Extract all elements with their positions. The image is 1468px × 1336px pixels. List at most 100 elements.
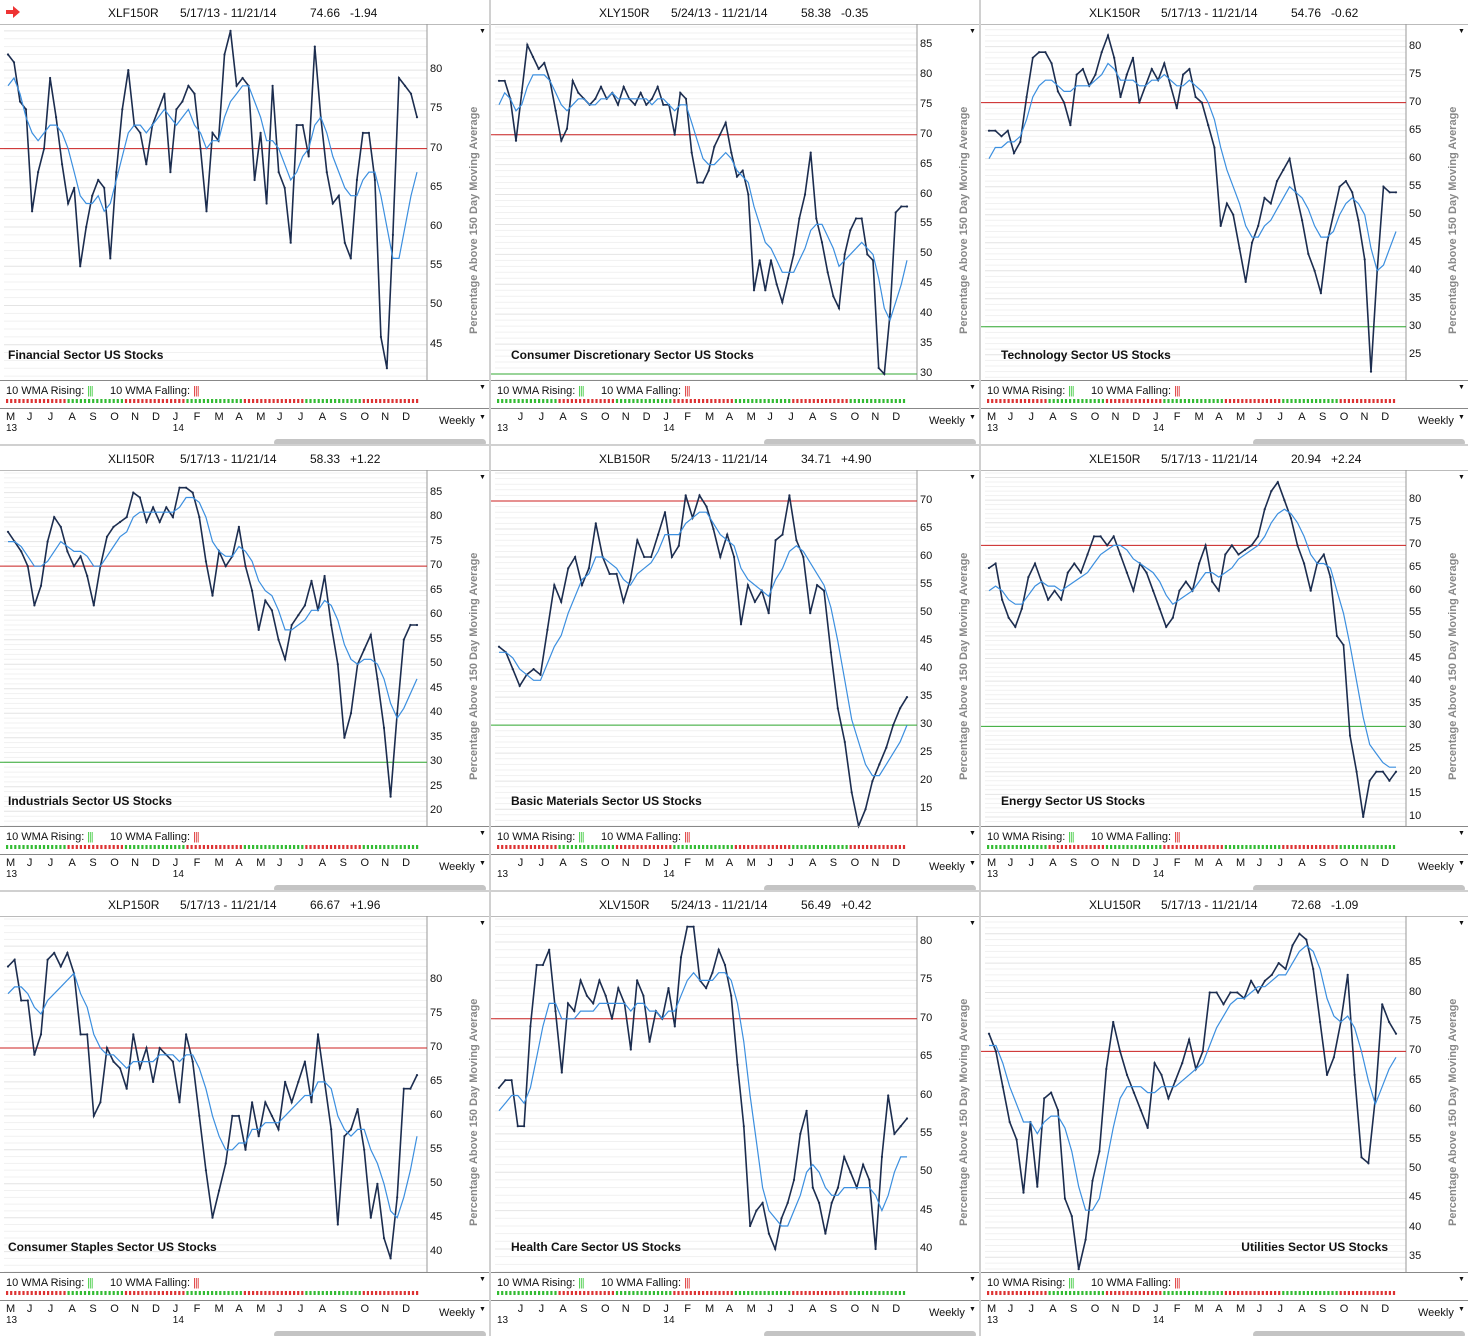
- data-point: [67, 202, 70, 205]
- wma-dot: [358, 845, 361, 849]
- month-tick-label: J: [47, 857, 54, 869]
- period-select[interactable]: Weekly: [439, 861, 475, 873]
- horizontal-scrollbar[interactable]: [1253, 439, 1465, 444]
- data-point: [46, 540, 49, 543]
- wma-dot: [1011, 845, 1014, 849]
- data-point: [786, 277, 790, 280]
- horizontal-scrollbar[interactable]: [1253, 885, 1465, 890]
- horizontal-scrollbar[interactable]: [274, 885, 486, 890]
- chevron-down-icon[interactable]: ▼: [479, 474, 486, 481]
- period-select[interactable]: Weekly: [1418, 861, 1454, 873]
- data-point: [1044, 51, 1047, 54]
- chevron-down-icon[interactable]: ▼: [479, 1276, 486, 1283]
- period-select[interactable]: Weekly: [929, 1307, 965, 1319]
- chevron-down-icon[interactable]: ▼: [1458, 28, 1465, 35]
- wma-dot: [882, 845, 885, 849]
- period-select[interactable]: Weekly: [439, 415, 475, 427]
- chevron-down-icon[interactable]: ▼: [479, 28, 486, 35]
- horizontal-scrollbar[interactable]: [274, 439, 486, 444]
- chevron-down-icon[interactable]: ▼: [479, 860, 486, 867]
- wma-dot: [88, 1291, 91, 1295]
- wma-dot: [1265, 845, 1268, 849]
- horizontal-scrollbar[interactable]: [764, 1331, 976, 1336]
- wma-dot: [521, 1291, 524, 1295]
- chevron-down-icon[interactable]: ▼: [969, 28, 976, 35]
- wma-dot: [1224, 399, 1227, 403]
- data-point: [363, 1148, 366, 1151]
- chevron-down-icon[interactable]: ▼: [1458, 920, 1465, 927]
- data-point: [290, 623, 293, 627]
- chevron-down-icon[interactable]: ▼: [969, 830, 976, 837]
- wma-dot: [1089, 845, 1092, 849]
- data-point: [820, 241, 824, 244]
- wma-dot: [305, 399, 308, 403]
- wma-dot: [100, 845, 103, 849]
- y-tick-label: 60: [430, 220, 443, 233]
- wma-dot: [991, 1291, 994, 1295]
- wma-dot: [1114, 845, 1117, 849]
- wma-dot: [624, 845, 627, 849]
- period-select[interactable]: Weekly: [439, 1307, 475, 1319]
- wma-dot: [104, 399, 107, 403]
- data-point: [1369, 370, 1373, 373]
- y-tick-label: 65: [1409, 1073, 1422, 1086]
- chevron-down-icon[interactable]: ▼: [969, 414, 976, 421]
- month-tick-label: N: [1111, 857, 1120, 869]
- y-tick-label: 45: [1409, 235, 1422, 248]
- chevron-down-icon[interactable]: ▼: [1458, 1276, 1465, 1283]
- horizontal-scrollbar[interactable]: [1253, 1331, 1465, 1336]
- wma-dot: [83, 845, 87, 849]
- wma-dot: [301, 399, 304, 403]
- y-tick-label: 20: [430, 804, 443, 817]
- period-select[interactable]: Weekly: [929, 861, 965, 873]
- header-change: -0.35: [841, 6, 869, 20]
- chevron-down-icon[interactable]: ▼: [1458, 860, 1465, 867]
- wma-dot: [730, 399, 733, 403]
- chevron-down-icon[interactable]: ▼: [479, 830, 486, 837]
- month-tick-label: J: [517, 1303, 524, 1315]
- chevron-down-icon[interactable]: ▼: [1458, 1306, 1465, 1313]
- chevron-down-icon[interactable]: ▼: [479, 414, 486, 421]
- data-point: [115, 171, 118, 174]
- chevron-down-icon[interactable]: ▼: [1458, 830, 1465, 837]
- wma-dot: [615, 399, 619, 403]
- wma-dot: [665, 399, 668, 403]
- wma-dot: [697, 399, 701, 403]
- chevron-down-icon[interactable]: ▼: [969, 384, 976, 391]
- horizontal-scrollbar[interactable]: [764, 885, 976, 890]
- wma-dot: [67, 399, 70, 403]
- chevron-down-icon[interactable]: ▼: [969, 1276, 976, 1283]
- period-select[interactable]: Weekly: [1418, 415, 1454, 427]
- data-point: [178, 1101, 181, 1104]
- chevron-down-icon[interactable]: ▼: [1458, 474, 1465, 481]
- chevron-down-icon[interactable]: ▼: [969, 1306, 976, 1313]
- month-tick-label: O: [110, 857, 119, 869]
- wma-dot: [338, 399, 341, 403]
- wma-dot: [1003, 845, 1006, 849]
- chevron-down-icon[interactable]: ▼: [969, 920, 976, 927]
- chevron-down-icon[interactable]: ▼: [479, 1306, 486, 1313]
- data-point: [1204, 544, 1207, 547]
- wma-dot: [517, 1291, 520, 1295]
- horizontal-scrollbar[interactable]: [764, 439, 976, 444]
- wma-dot: [837, 845, 840, 849]
- wma-dot: [276, 1291, 279, 1295]
- chevron-down-icon[interactable]: ▼: [1458, 384, 1465, 391]
- chevron-down-icon[interactable]: ▼: [969, 860, 976, 867]
- horizontal-scrollbar[interactable]: [274, 1331, 486, 1336]
- month-tick-label: M: [214, 411, 224, 423]
- chevron-down-icon[interactable]: ▼: [1458, 414, 1465, 421]
- chevron-down-icon[interactable]: ▼: [969, 474, 976, 481]
- data-point: [1325, 1073, 1329, 1076]
- line-chart: [0, 916, 428, 1273]
- chevron-down-icon[interactable]: ▼: [479, 920, 486, 927]
- wma-dot: [1302, 1291, 1305, 1295]
- wma-dot: [112, 845, 115, 849]
- y-tick-label: 40: [920, 1241, 933, 1254]
- wma-dot: [1310, 1291, 1314, 1295]
- chevron-down-icon[interactable]: ▼: [479, 384, 486, 391]
- period-select[interactable]: Weekly: [929, 415, 965, 427]
- period-select[interactable]: Weekly: [1418, 1307, 1454, 1319]
- data-point: [543, 61, 546, 64]
- wma-dot: [784, 845, 787, 849]
